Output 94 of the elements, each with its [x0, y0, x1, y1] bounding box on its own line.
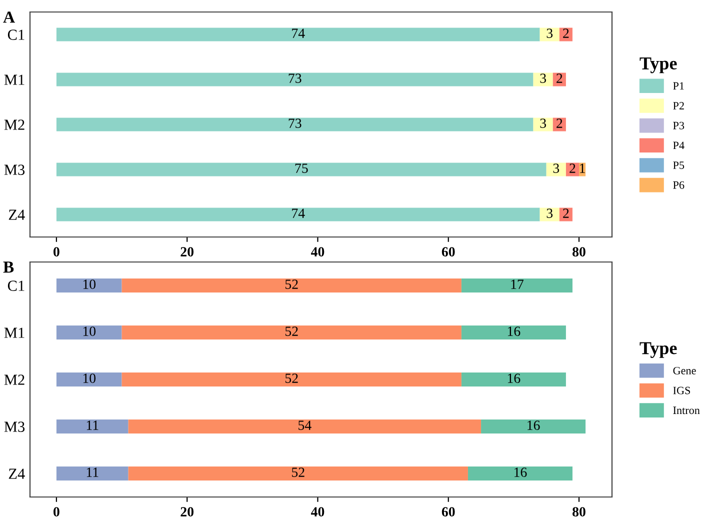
data-label: 3	[553, 164, 560, 173]
bar	[559, 208, 572, 222]
text: IGS	[673, 386, 690, 394]
chart-title: B	[3, 262, 14, 273]
bar	[546, 162, 566, 176]
data-label: 74	[292, 208, 305, 218]
bar	[468, 466, 572, 481]
data-label: 11	[86, 420, 98, 430]
x-tick-label: 0	[54, 247, 60, 256]
y-tick-label: M1	[4, 74, 24, 85]
x-tick-label: 20	[180, 507, 194, 516]
data-label: 52	[292, 468, 304, 477]
bar	[56, 28, 540, 42]
legend-title: Type	[640, 57, 677, 74]
x-tick-label: 20	[180, 247, 194, 256]
bar	[461, 278, 572, 293]
bar	[122, 372, 462, 387]
data-label: 10	[83, 280, 96, 289]
data-label: 16	[508, 326, 520, 336]
legend-label: Gene	[673, 366, 696, 374]
bar	[566, 162, 580, 176]
legend-label: Intron	[673, 406, 700, 414]
data-label: 2	[556, 118, 562, 128]
bar	[461, 372, 566, 387]
bar	[540, 28, 560, 42]
bar	[533, 118, 553, 132]
y-tick-label: C1	[8, 30, 24, 40]
data-label: 54	[298, 420, 312, 430]
y-tick-label: C1	[8, 280, 24, 291]
chart-title: A	[3, 12, 15, 23]
x-tick-label: 0	[54, 507, 60, 516]
x-tick-label: 80	[572, 247, 586, 256]
bar	[56, 118, 534, 132]
legend-label: P1	[673, 82, 684, 90]
data-label: 17	[511, 280, 524, 289]
bar	[128, 419, 482, 434]
bar	[461, 325, 566, 340]
bar	[56, 372, 122, 387]
y-tick-label: Z4	[8, 210, 25, 220]
data-label: 52	[285, 374, 298, 383]
bar	[128, 466, 468, 481]
x-tick-label: 80	[572, 507, 586, 516]
data-label: 10	[83, 374, 96, 383]
data-label: 75	[295, 164, 308, 173]
y-tick-label: M2	[4, 120, 24, 130]
legend-label: P3	[673, 122, 684, 130]
bar	[552, 118, 566, 132]
data-label: 3	[540, 118, 546, 128]
bar	[56, 466, 128, 481]
data-label: 1	[580, 164, 585, 173]
bar	[122, 278, 462, 293]
data-label: 73	[288, 74, 302, 83]
data-label: 3	[546, 208, 553, 218]
bar	[481, 419, 586, 434]
data-label: 2	[563, 208, 569, 218]
data-label: 74	[292, 28, 305, 38]
data-label: 16	[508, 374, 520, 383]
x-tick-label: 40	[310, 247, 324, 256]
x-tick-label: 40	[310, 507, 324, 516]
bar	[56, 72, 534, 86]
data-label: 3	[540, 74, 546, 83]
x-tick-label: 60	[442, 507, 455, 516]
data-label: 52	[285, 280, 298, 289]
data-label: 2	[556, 74, 562, 83]
bar	[56, 162, 546, 176]
data-label: 10	[83, 326, 96, 336]
data-label: 16	[528, 420, 540, 430]
y-tick-label: M1	[4, 328, 24, 338]
legend-title: Type	[640, 342, 677, 358]
data-label: 11	[86, 468, 98, 477]
data-label: 2	[563, 28, 569, 38]
y-tick-label: Z4	[8, 468, 25, 479]
bar	[533, 72, 553, 86]
legend-label: P2	[673, 102, 684, 110]
bar	[552, 72, 566, 86]
legend-label: P6	[673, 181, 684, 189]
data-label: 2	[570, 164, 576, 173]
data-label: 52	[285, 326, 298, 336]
bar	[122, 325, 462, 340]
bar	[56, 208, 540, 222]
data-label: 16	[514, 468, 527, 477]
bar	[540, 208, 560, 222]
bar	[56, 419, 128, 434]
bar	[559, 28, 572, 42]
data-label: 3	[546, 28, 553, 38]
legend-label: P5	[673, 162, 684, 169]
bar	[56, 278, 122, 293]
y-tick-label: M2	[4, 374, 24, 385]
legend-label: P4	[673, 142, 684, 150]
x-tick-label: 60	[442, 247, 455, 256]
bar	[56, 325, 122, 340]
y-tick-label: M3	[4, 422, 25, 432]
y-tick-label: M3	[4, 164, 25, 175]
data-label: 73	[288, 118, 302, 128]
